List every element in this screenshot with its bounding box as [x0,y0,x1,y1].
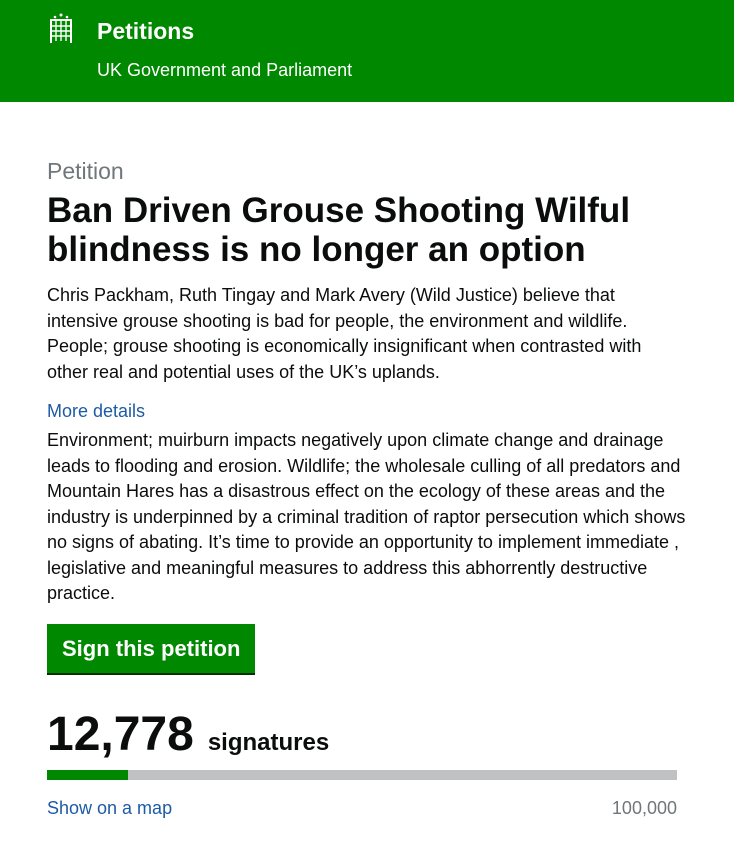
petition-summary: Chris Packham, Ruth Tingay and Mark Aver… [47,285,642,382]
signature-goal: 100,000 [611,797,677,818]
signature-count: 12,778 signatures [47,707,687,762]
signature-progress-bar [47,769,677,780]
signature-label: signatures [207,728,330,756]
portcullis-icon [50,13,72,43]
signature-progress-fill [47,769,128,780]
signature-number: 12,778 [47,707,194,761]
more-details-link[interactable]: More details [47,401,146,421]
petition-label: Petition [47,158,124,184]
petition-details: Environment; muirburn impacts negatively… [47,430,686,603]
petition-title: Ban Driven Grouse Shooting Wilful blindn… [47,191,631,269]
sign-petition-button[interactable]: Sign this petition [47,623,256,673]
site-subtitle: UK Government and Parliament [97,60,353,80]
show-on-map-link[interactable]: Show on a map [47,797,173,818]
petition-content: Petition Ban Driven Grouse Shooting Wilf… [0,158,734,819]
site-header: Petitions UK Government and Parliament [0,0,734,102]
site-title-link[interactable]: Petitions [97,18,195,44]
